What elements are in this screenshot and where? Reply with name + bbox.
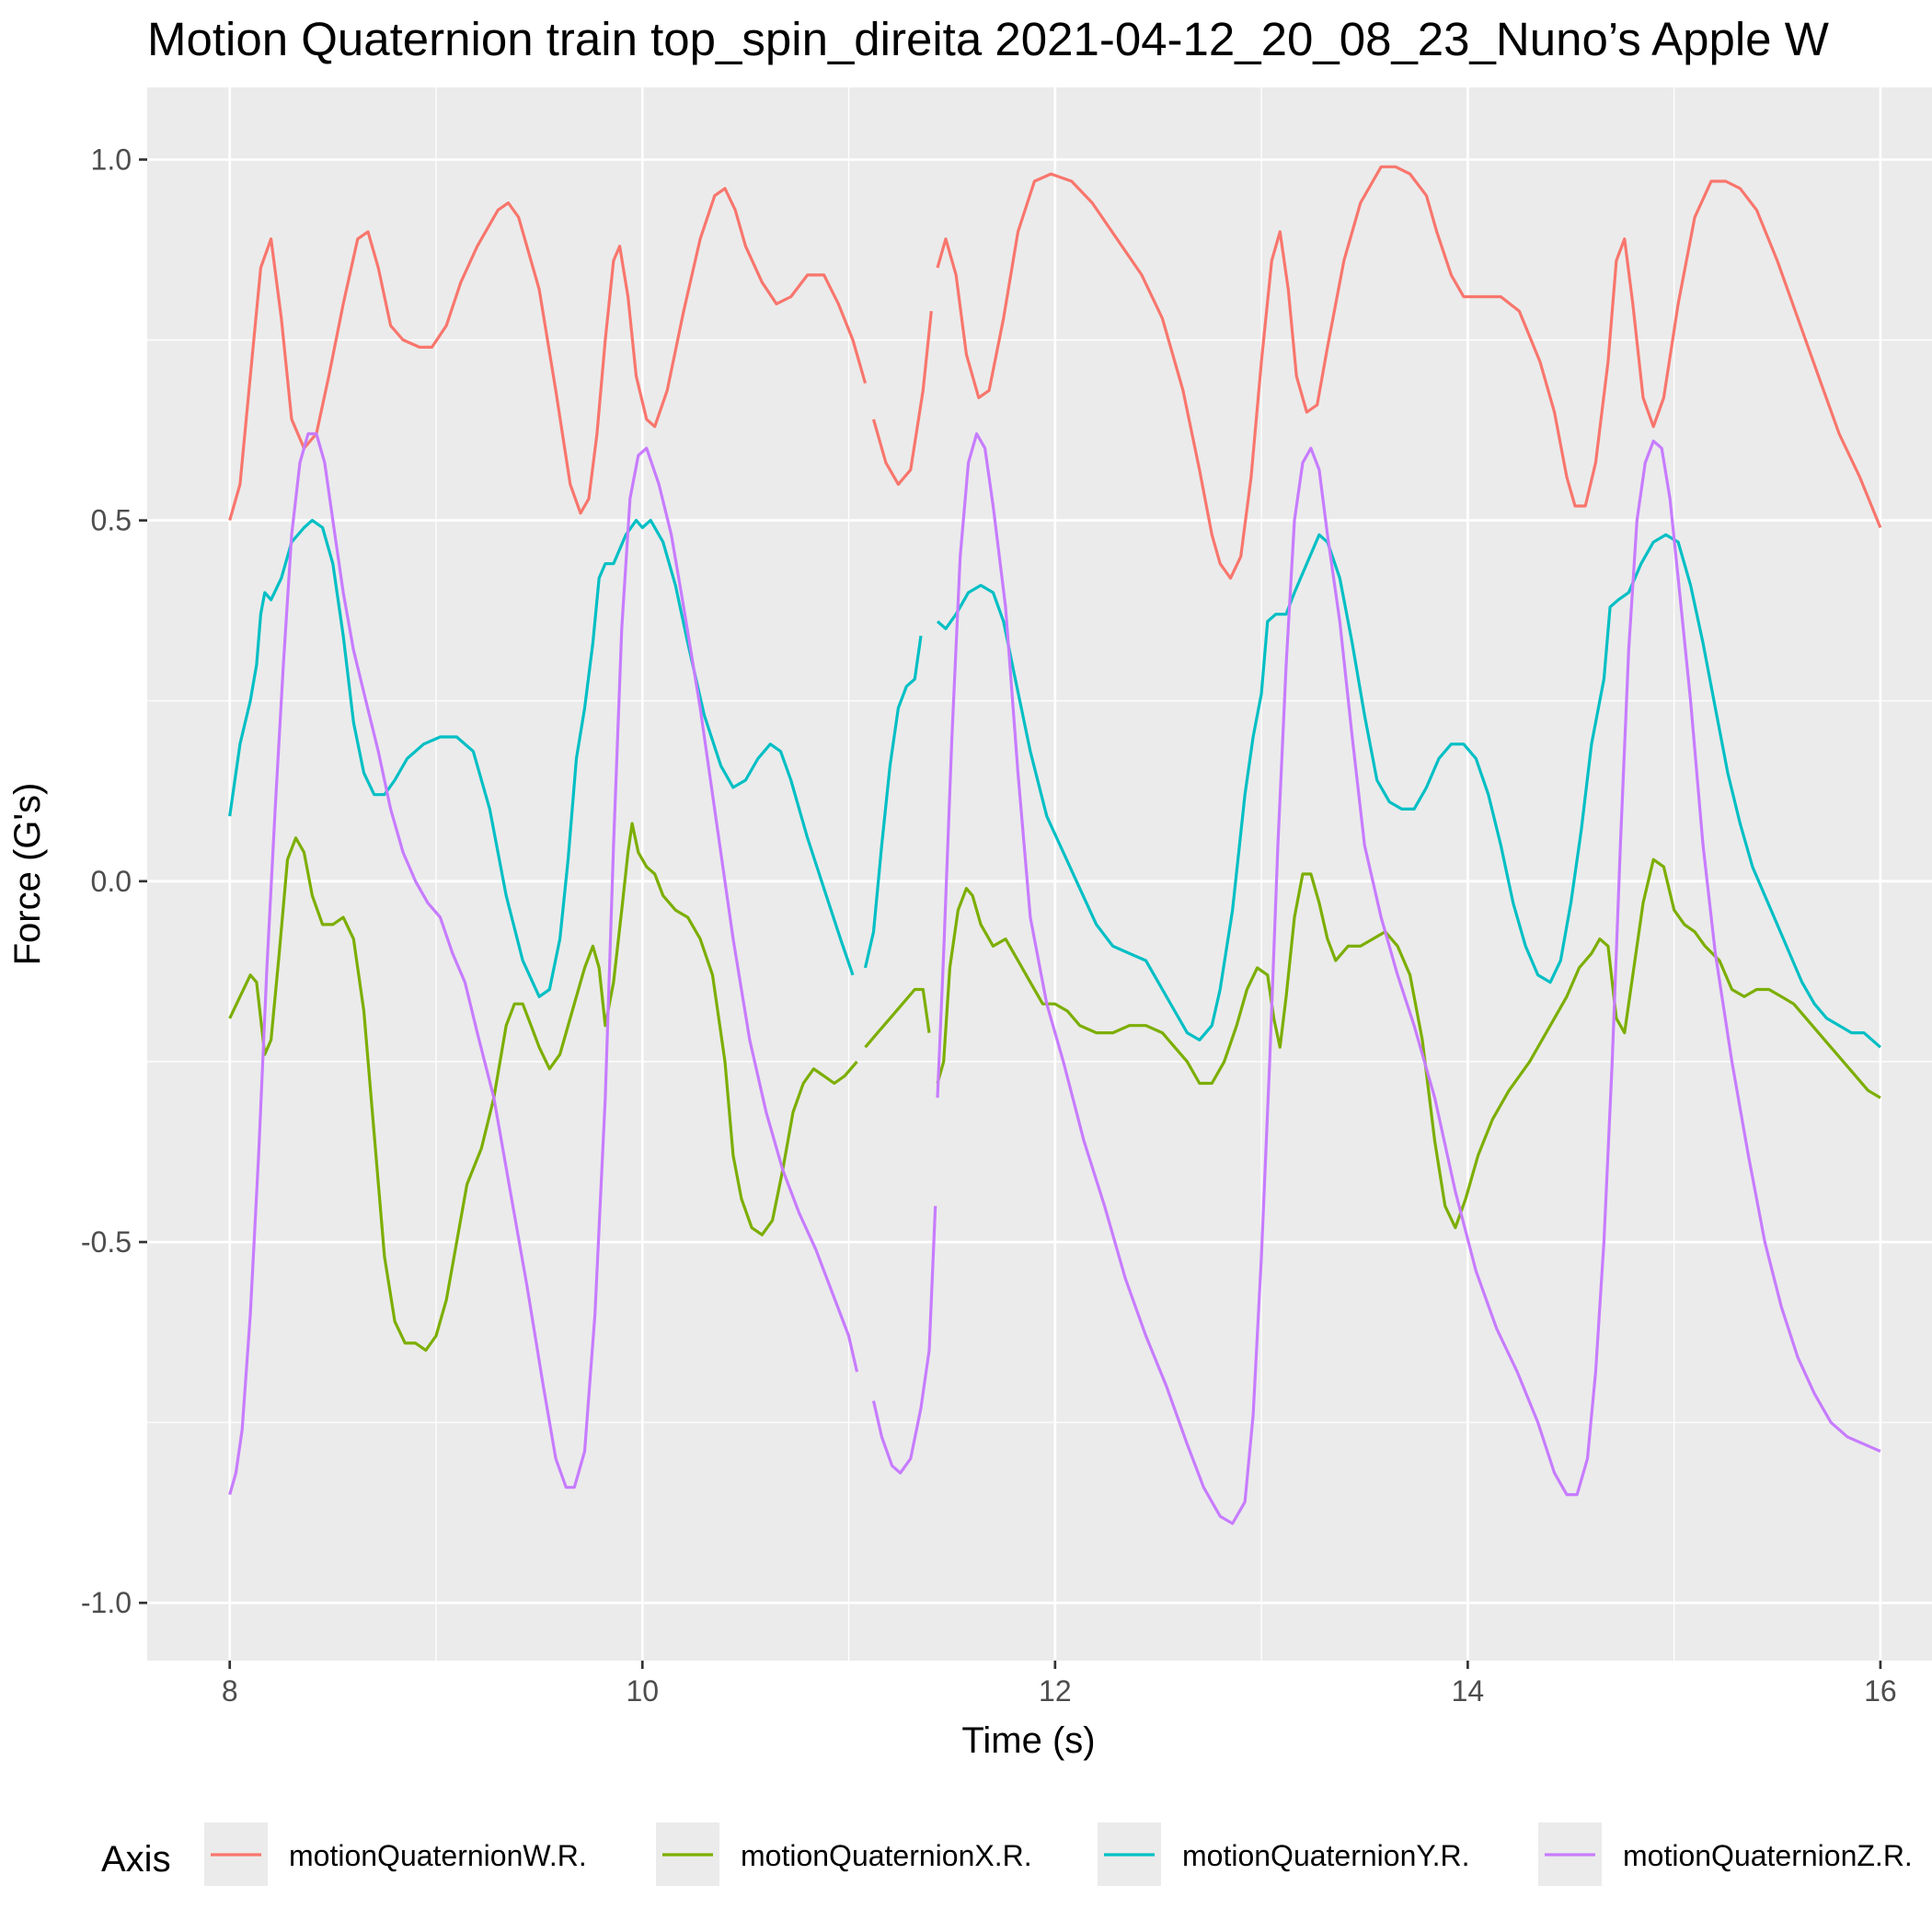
series-line-segment [228,822,858,1352]
legend-label: motionQuaternionY.R. [1182,1839,1469,1872]
y-axis: -1.0 -0.5 0.0 0.5 1.0 [81,143,147,1619]
y-tick-label: -0.5 [81,1225,132,1259]
y-tick-label: 0.5 [91,504,132,537]
series-line-segment [228,518,855,998]
series-line-segment [871,1205,937,1475]
series-4 [228,431,1881,1525]
series-lines [228,165,1882,1525]
series-line-segment [228,431,859,1496]
x-axis-title: Time (s) [961,1720,1095,1761]
y-tick-label: 0.0 [91,865,132,898]
series-line-segment [936,533,1881,1049]
x-tick-label: 12 [1039,1674,1072,1708]
legend-label: motionQuaternionZ.R. [1623,1839,1913,1872]
y-tick-label: 1.0 [91,143,132,176]
y-axis-title: Force (G's) [7,783,48,966]
plot-panel [147,87,1932,1661]
x-tick-label: 16 [1864,1674,1897,1708]
series-line-segment [864,987,931,1049]
x-tick-label: 14 [1452,1674,1485,1708]
legend: Axis motionQuaternionW.R. motionQuaternio… [101,1823,1913,1886]
x-tick-label: 8 [222,1674,238,1708]
series-line-segment [936,165,1882,581]
y-tick-label: -1.0 [81,1586,132,1619]
legend-title: Axis [101,1839,171,1880]
legend-label: motionQuaternionW.R. [289,1839,587,1872]
minor-gridlines [147,87,1932,1661]
legend-label: motionQuaternionX.R. [741,1839,1032,1872]
series-line-segment [871,311,933,487]
major-gridlines [147,87,1932,1661]
series-1 [228,165,1882,581]
series-line-segment [863,635,923,969]
x-tick-label: 10 [626,1674,659,1708]
series-line-segment [936,431,1881,1525]
chart-title: Motion Quaternion train top_spin_direita… [147,13,1829,65]
x-axis: 8 10 12 14 16 [222,1661,1897,1708]
series-3 [228,518,1881,1049]
legend-items: motionQuaternionW.R. motionQuaternionX.R.… [204,1823,1913,1886]
series-line-segment [228,187,868,522]
